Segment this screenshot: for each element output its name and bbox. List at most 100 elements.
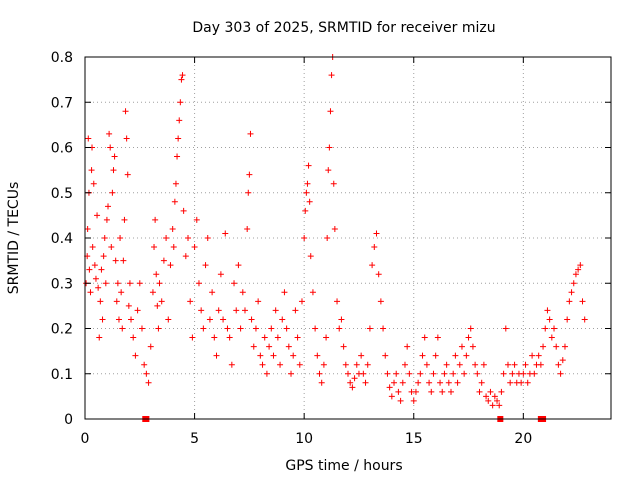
data-point [108,244,115,251]
data-point [193,216,200,223]
data-point [577,262,584,269]
data-point [171,198,178,205]
data-point [330,180,337,187]
data-point [202,262,209,269]
data-point [175,135,182,142]
data-point [373,230,380,237]
data-point [487,388,494,395]
data-point [182,253,189,260]
data-point [415,379,422,386]
data-point [342,361,349,368]
data-point [507,379,514,386]
data-point [384,370,391,377]
y-tick-label: 0.6 [51,141,73,157]
data-point [206,316,213,323]
data-point [152,216,159,223]
data-point [211,334,218,341]
data-point [285,343,292,350]
y-tick-label: 0.4 [51,231,73,247]
y-tick-label: 0.5 [51,186,73,202]
data-point [428,388,435,395]
data-point [120,257,127,264]
data-point [452,352,459,359]
data-point [292,307,299,314]
data-point [200,325,207,332]
data-point [443,361,450,368]
data-point [143,370,150,377]
data-point [491,393,498,400]
data-point [572,271,579,278]
data-point [498,388,505,395]
data-point [255,298,262,305]
data-point [382,352,389,359]
data-point [417,370,424,377]
data-point [347,379,354,386]
data-point [312,325,319,332]
data-point [426,379,433,386]
data-point [358,352,365,359]
x-tick-label: 0 [81,431,90,447]
data-point [113,298,120,305]
data-point [551,325,558,332]
data-point [213,352,220,359]
data-point [581,316,588,323]
data-point [248,316,255,323]
data-point [224,325,231,332]
data-point [154,302,161,309]
data-point [130,334,137,341]
data-point [277,361,284,368]
data-point [380,325,387,332]
y-tick-label: 0.3 [51,276,73,292]
data-point [92,275,99,282]
y-tick-label: 0.7 [51,95,73,111]
data-point [149,289,156,296]
data-point [561,343,568,350]
data-point [107,144,114,151]
data-point [95,284,102,291]
data-point [124,171,131,178]
data-point [121,216,128,223]
data-point [132,352,139,359]
data-point [141,361,148,368]
data-point [511,361,518,368]
data-point [134,307,141,314]
data-point [465,334,472,341]
data-point [96,334,103,341]
data-point [122,108,129,115]
data-point [153,271,160,278]
data-point [377,298,384,305]
data-point [362,379,369,386]
data-point [257,352,264,359]
data-point [233,307,240,314]
data-point [189,334,196,341]
data-point [434,334,441,341]
data-point [437,379,444,386]
data-point [502,325,509,332]
data-point [494,397,501,404]
data-point [345,370,351,377]
data-point [467,325,474,332]
data-point [393,370,400,377]
data-point [334,298,341,305]
data-point [483,393,490,400]
data-point [163,235,170,241]
data-point [105,203,112,210]
data-point [564,316,571,323]
data-point [303,189,310,196]
data-point [388,393,395,400]
data-point [156,280,163,287]
data-point [263,370,270,377]
data-point [518,379,525,386]
data-point [351,375,358,382]
data-point [520,370,527,377]
data-point [110,167,117,174]
data-point [294,334,301,341]
data-point [226,334,233,341]
data-point [336,325,343,332]
data-point [198,307,205,314]
data-point [432,352,439,359]
data-point [247,130,254,137]
data-point [296,361,303,368]
data-point [474,370,481,377]
data-point [89,244,96,251]
